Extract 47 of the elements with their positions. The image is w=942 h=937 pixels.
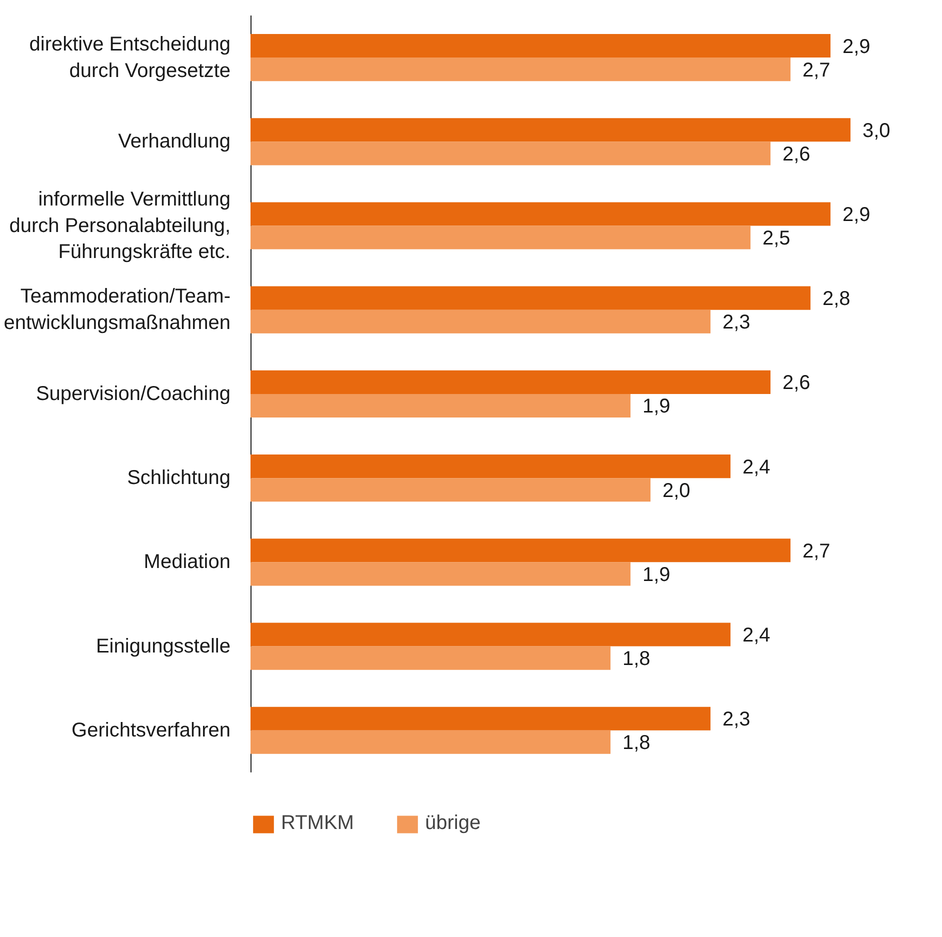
- y-tick-label: Mediation: [144, 551, 230, 574]
- y-tick-label: Schlichtung: [127, 467, 231, 490]
- y-tick-label: Supervision/Coaching: [36, 382, 230, 405]
- bar: [250, 286, 810, 310]
- data-label: 1,9: [642, 396, 670, 418]
- data-label: 2,6: [782, 372, 810, 394]
- data-label: 1,9: [642, 564, 670, 586]
- bar: [250, 226, 750, 250]
- data-label: 1,8: [622, 648, 650, 670]
- data-label: 1,8: [622, 732, 650, 754]
- bar: [250, 58, 790, 82]
- data-label: 2,3: [722, 708, 750, 731]
- data-label: 2,9: [842, 36, 870, 58]
- data-label: 2,7: [802, 540, 830, 562]
- bar: [250, 142, 770, 166]
- bar: [250, 118, 850, 142]
- y-tick-label: direktive Entscheidung durch Vorgesetzte: [29, 33, 231, 82]
- bar: [250, 394, 630, 418]
- data-label: 2,4: [742, 456, 770, 478]
- data-label: 2,6: [782, 143, 810, 166]
- bar: [250, 370, 770, 394]
- bar: [250, 34, 830, 58]
- bar: [250, 730, 610, 754]
- y-tick-label: Gerichtsverfahren: [72, 719, 231, 742]
- data-label: 2,3: [722, 312, 750, 334]
- bar: [250, 478, 650, 502]
- bar: [250, 310, 710, 334]
- bar: [250, 562, 630, 586]
- data-label: 2,5: [762, 228, 790, 250]
- y-tick-label: Einigungsstelle: [96, 635, 230, 658]
- data-label: 2,7: [802, 59, 830, 82]
- bar: [250, 454, 730, 478]
- data-label: 3,0: [862, 120, 890, 142]
- legend-label: übrige: [424, 812, 481, 835]
- bar: [250, 622, 730, 646]
- bar: [250, 706, 710, 730]
- bar: [250, 202, 830, 226]
- data-label: 2,0: [662, 480, 690, 502]
- bar: [250, 646, 610, 670]
- y-tick-label: Verhandlung: [118, 130, 231, 153]
- legend-label: RTMKM: [281, 812, 354, 835]
- bar: [250, 538, 790, 562]
- y-tick-label: Teammoderation/Team- entwicklungsmaßnahmen: [4, 286, 231, 334]
- data-label: 2,9: [842, 204, 870, 226]
- data-label: 2,8: [822, 288, 850, 310]
- data-label: 2,4: [742, 624, 770, 646]
- y-tick-label: informelle Vermittlung durch Personalabteilung, Führungskräfte etc.: [9, 188, 231, 264]
